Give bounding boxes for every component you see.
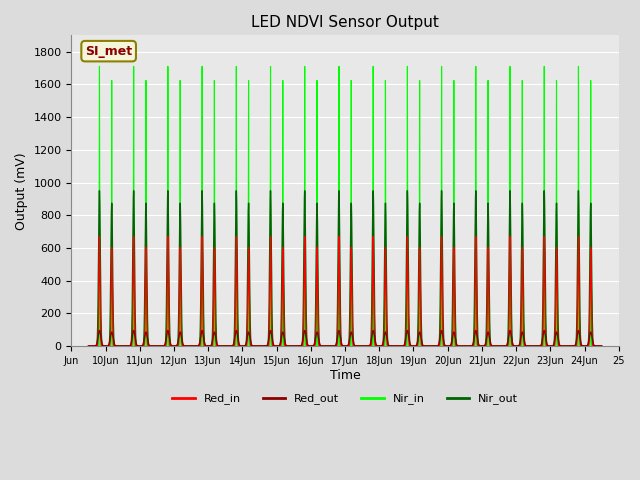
Y-axis label: Output (mV): Output (mV) xyxy=(15,152,28,229)
Text: SI_met: SI_met xyxy=(85,45,132,58)
Legend: Red_in, Red_out, Nir_in, Nir_out: Red_in, Red_out, Nir_in, Nir_out xyxy=(168,389,522,409)
X-axis label: Time: Time xyxy=(330,369,360,382)
Title: LED NDVI Sensor Output: LED NDVI Sensor Output xyxy=(251,15,439,30)
